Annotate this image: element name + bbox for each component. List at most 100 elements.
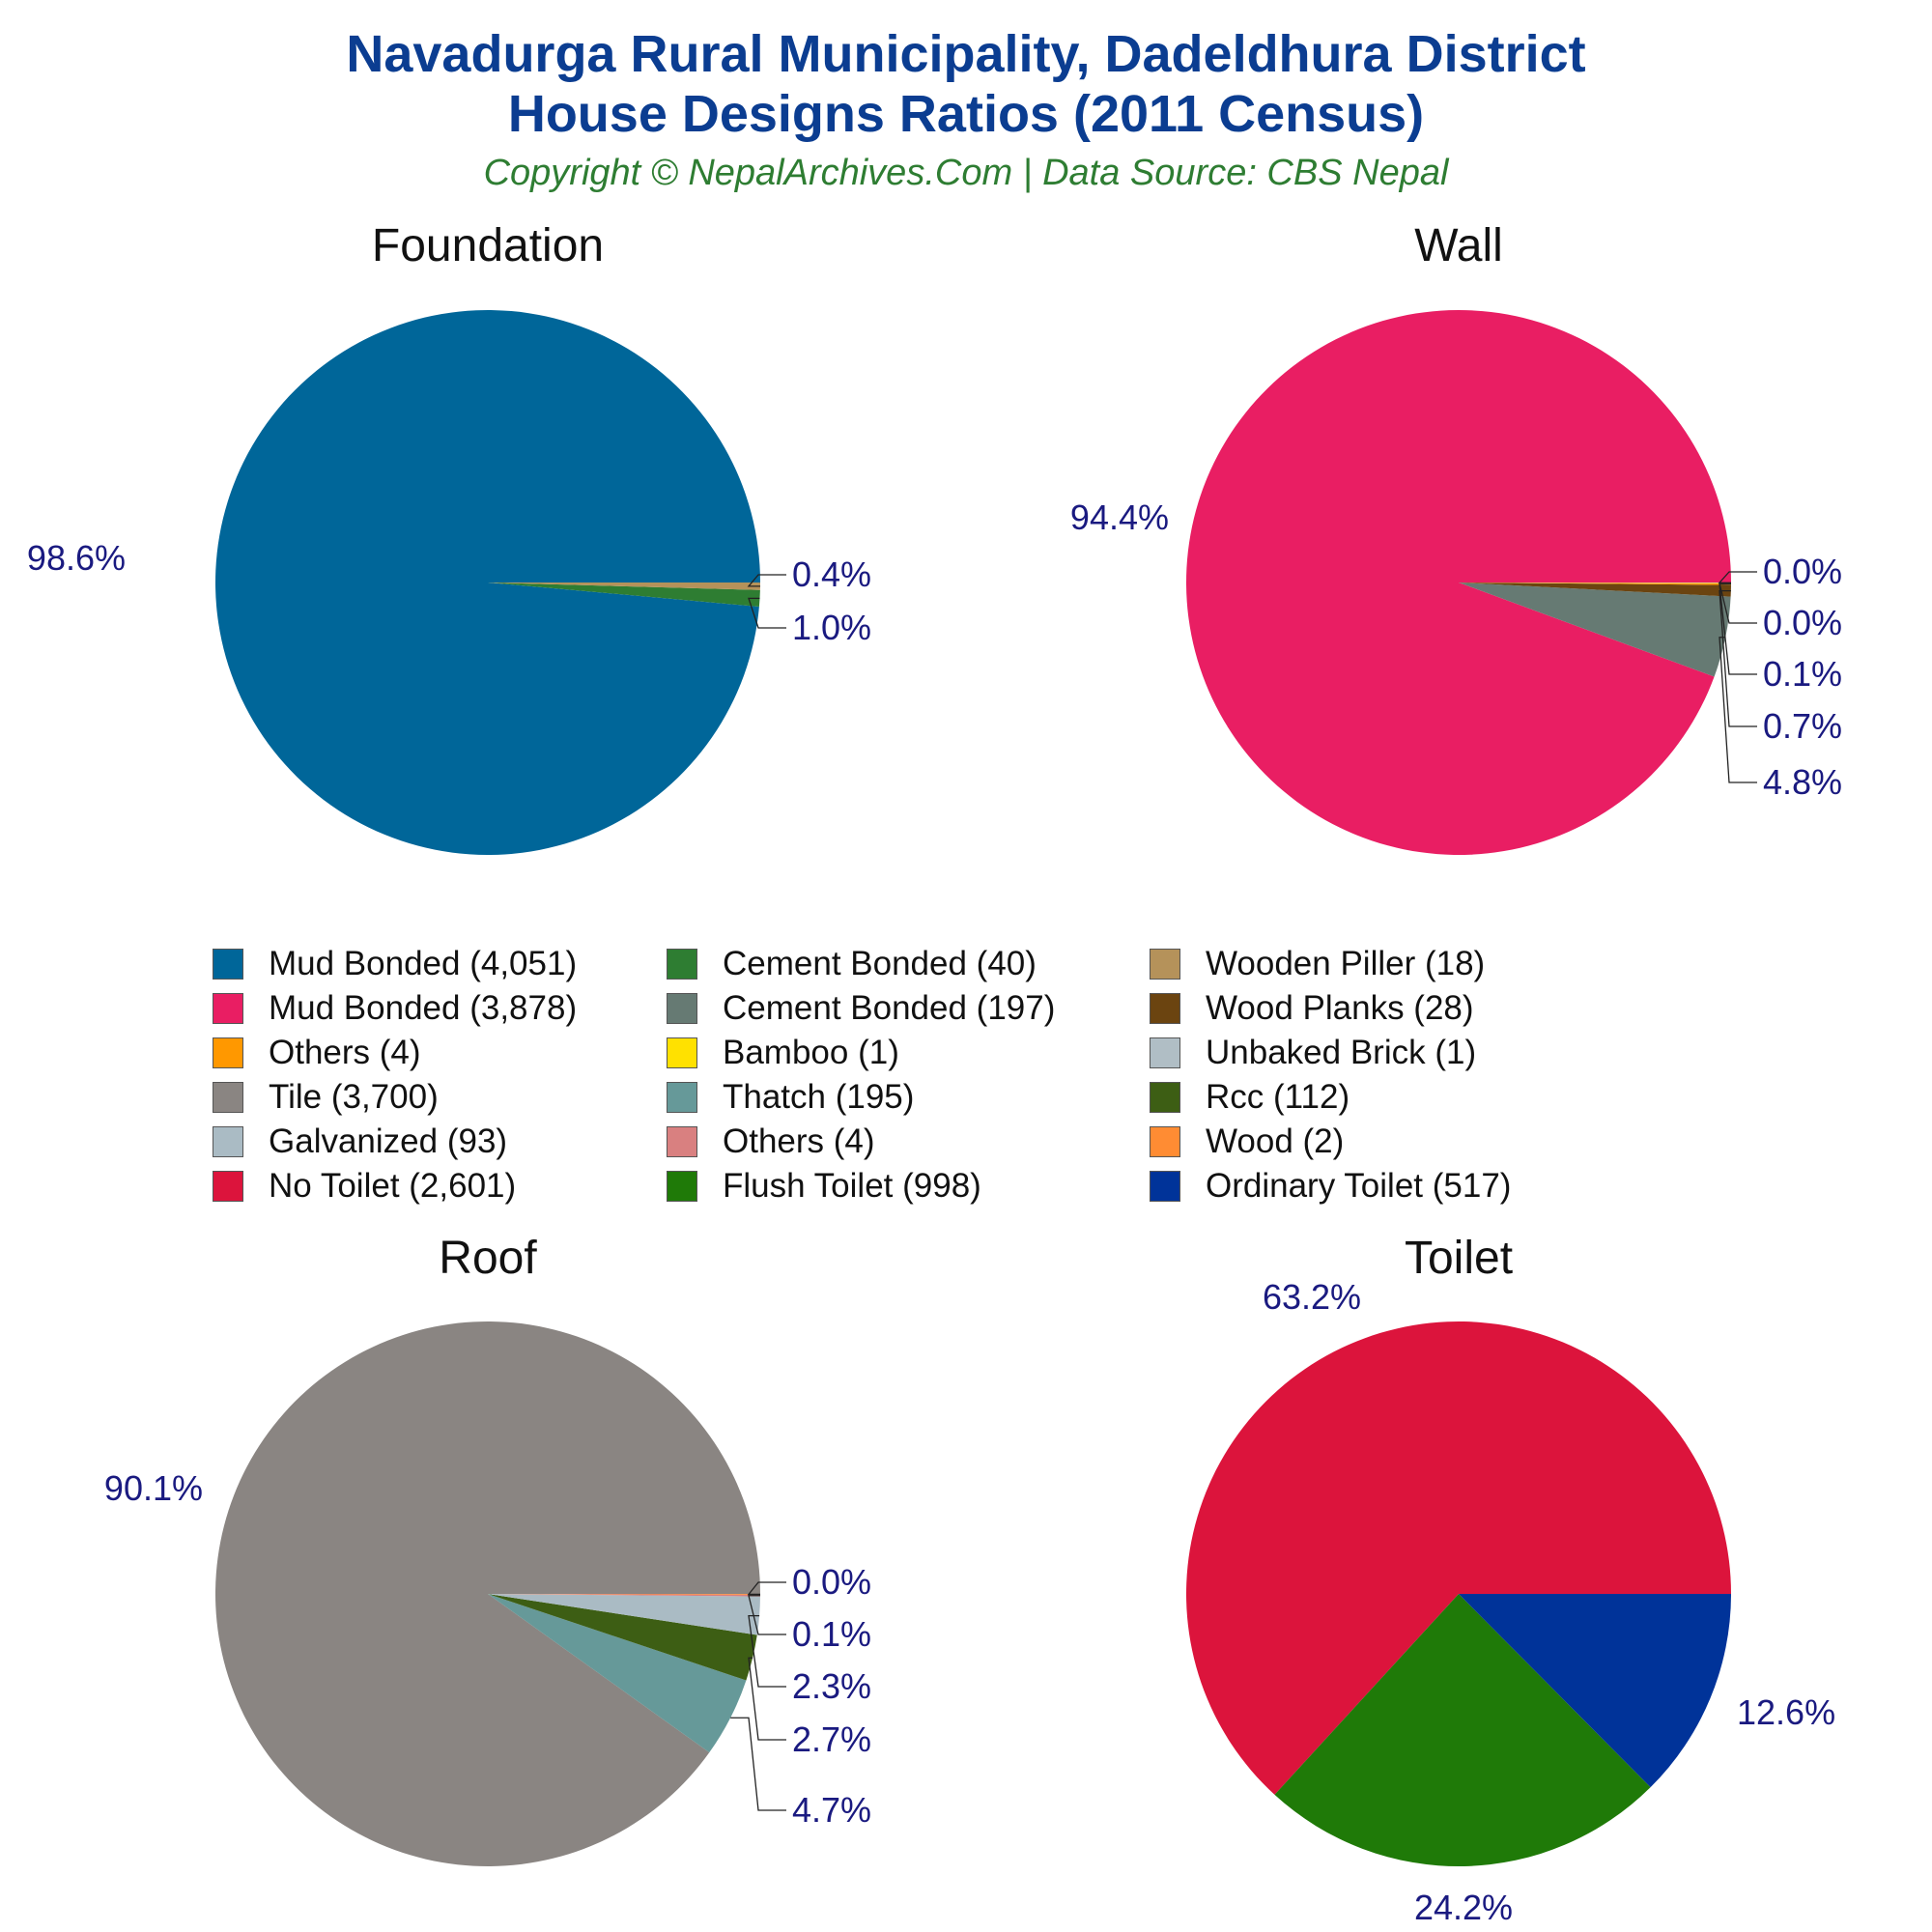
- slice-label: 0.0%: [1763, 552, 1842, 591]
- legend-label: Galvanized (93): [269, 1122, 508, 1160]
- legend-swatch: [667, 1126, 697, 1157]
- legend-item: Bamboo (1): [667, 1031, 1150, 1075]
- leader-line: [747, 1581, 786, 1596]
- legend-label: Others (4): [723, 1122, 875, 1160]
- legend-item: No Toilet (2,601): [213, 1164, 667, 1208]
- leader-line: [748, 1614, 786, 1688]
- chart-title-line-2: House Designs Ratios (2011 Census): [507, 85, 1425, 143]
- legend-swatch: [667, 1037, 697, 1068]
- pie-title: Foundation: [372, 220, 604, 271]
- legend-swatch: [1150, 1171, 1180, 1202]
- legend-item: Rcc (112): [1150, 1075, 1719, 1120]
- pie-slice: [488, 582, 760, 607]
- legend-label: Cement Bonded (197): [723, 989, 1056, 1027]
- pie-slice: [1185, 1321, 1731, 1795]
- pie-slice: [1459, 582, 1731, 585]
- pie-slice: [214, 309, 760, 855]
- legend-label: Thatch (195): [723, 1078, 915, 1116]
- slice-label: 0.7%: [1763, 706, 1842, 746]
- legend-swatch: [667, 1171, 697, 1202]
- pie-slice: [1185, 310, 1731, 856]
- legend-item: Wood (2): [1150, 1120, 1719, 1164]
- legend-swatch: [213, 1082, 243, 1113]
- leader-line: [1719, 589, 1757, 727]
- pie-slice: [214, 1321, 761, 1866]
- legend-item: Wood Planks (28): [1150, 986, 1719, 1031]
- legend-swatch: [667, 1082, 697, 1113]
- legend-item: Cement Bonded (40): [667, 942, 1150, 986]
- leader-line: [748, 1595, 786, 1635]
- legend-label: Cement Bonded (40): [723, 945, 1037, 982]
- legend-item: Flush Toilet (998): [667, 1164, 1150, 1208]
- legend-label: Rcc (112): [1206, 1078, 1350, 1116]
- slice-label: 4.7%: [792, 1790, 871, 1830]
- legend-swatch: [1150, 993, 1180, 1024]
- slice-label: 63.2%: [1263, 1277, 1361, 1317]
- legend-item: Others (4): [213, 1031, 667, 1075]
- pie-slice: [488, 1594, 757, 1681]
- pie-slice: [1459, 582, 1731, 677]
- pie-title: Wall: [1414, 220, 1503, 271]
- legend-label: Wood (2): [1206, 1122, 1345, 1160]
- legend-item: Ordinary Toilet (517): [1150, 1164, 1719, 1208]
- legend-label: Others (4): [269, 1034, 421, 1071]
- legend-item: Thatch (195): [667, 1075, 1150, 1120]
- legend-label: Bamboo (1): [723, 1034, 899, 1071]
- legend-swatch: [213, 1171, 243, 1202]
- slice-label: 94.4%: [1070, 497, 1169, 537]
- pie-slice: [488, 582, 761, 590]
- pie-slice: [1274, 1594, 1651, 1866]
- slice-label: 0.4%: [792, 554, 871, 594]
- legend-item: Unbaked Brick (1): [1150, 1031, 1719, 1075]
- pie-slice: [488, 1594, 760, 1597]
- legend-label: Wooden Piller (18): [1206, 945, 1486, 982]
- pie-slice: [1459, 582, 1731, 597]
- legend-label: Wood Planks (28): [1206, 989, 1474, 1027]
- pie-slice: [1459, 582, 1731, 583]
- slice-label: 2.3%: [792, 1666, 871, 1706]
- legend-label: Tile (3,700): [269, 1078, 439, 1116]
- slice-label: 90.1%: [104, 1468, 203, 1508]
- leader-line: [1719, 637, 1757, 783]
- legend-swatch: [213, 949, 243, 980]
- pie-title: Toilet: [1405, 1233, 1513, 1284]
- leader-line: [1719, 582, 1757, 624]
- leader-line: [748, 597, 786, 629]
- slice-label: 0.0%: [1763, 603, 1842, 642]
- legend-label: Ordinary Toilet (517): [1206, 1167, 1512, 1205]
- legend-label: Mud Bonded (3,878): [269, 989, 578, 1027]
- legend-label: Unbaked Brick (1): [1206, 1034, 1477, 1071]
- leader-line: [1719, 583, 1757, 675]
- legend-label: Mud Bonded (4,051): [269, 945, 578, 982]
- slice-label: 98.6%: [27, 538, 126, 578]
- leader-line: [730, 1717, 786, 1811]
- legend-swatch: [213, 1126, 243, 1157]
- legend-swatch: [667, 993, 697, 1024]
- slice-label: 24.2%: [1414, 1888, 1513, 1927]
- legend-swatch: [213, 993, 243, 1024]
- legend-swatch: [1150, 1082, 1180, 1113]
- legend-item: Galvanized (93): [213, 1120, 667, 1164]
- legend-swatch: [1150, 949, 1180, 980]
- pie-slice: [488, 1594, 747, 1753]
- slice-label: 1.0%: [792, 608, 871, 647]
- legend-swatch: [213, 1037, 243, 1068]
- legend-swatch: [1150, 1126, 1180, 1157]
- legend-item: Others (4): [667, 1120, 1150, 1164]
- pie-slice: [1459, 1594, 1731, 1788]
- slice-label: 0.0%: [792, 1562, 871, 1602]
- leader-line: [748, 1657, 786, 1741]
- legend-item: Wooden Piller (18): [1150, 942, 1719, 986]
- legend-item: Tile (3,700): [213, 1075, 667, 1120]
- pie-title: Roof: [439, 1233, 537, 1284]
- legend-label: No Toilet (2,601): [269, 1167, 517, 1205]
- slice-label: 12.6%: [1737, 1692, 1835, 1732]
- chart-subtitle: Copyright © NepalArchives.Com | Data Sou…: [483, 153, 1449, 193]
- slice-label: 2.7%: [792, 1719, 871, 1759]
- legend-item: Cement Bonded (197): [667, 986, 1150, 1031]
- legend-swatch: [667, 949, 697, 980]
- legend-item: Mud Bonded (4,051): [213, 942, 667, 986]
- chart-title: Navadurga Rural Municipality, Dadeldhura…: [346, 25, 1586, 83]
- slice-label: 0.1%: [792, 1614, 871, 1654]
